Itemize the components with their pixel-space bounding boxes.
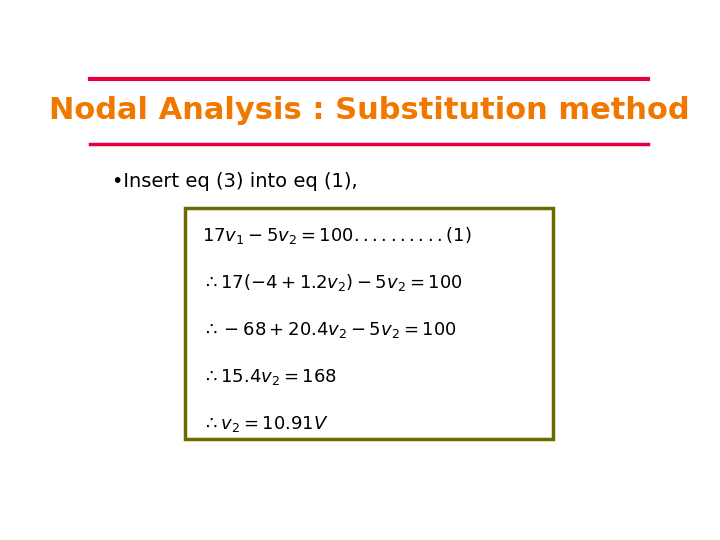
Text: •Insert eq (3) into eq (1),: •Insert eq (3) into eq (1), — [112, 172, 358, 191]
Text: $17v_1 - 5v_2 = 100..........(1)$: $17v_1 - 5v_2 = 100..........(1)$ — [202, 225, 471, 246]
Text: Nodal Analysis : Substitution method: Nodal Analysis : Substitution method — [49, 96, 689, 125]
FancyBboxPatch shape — [185, 208, 553, 439]
Text: $\therefore 17(-4 + 1.2v_2) - 5v_2 = 100$: $\therefore 17(-4 + 1.2v_2) - 5v_2 = 100… — [202, 272, 462, 293]
Text: $\therefore -68 + 20.4v_2 - 5v_2 = 100$: $\therefore -68 + 20.4v_2 - 5v_2 = 100$ — [202, 320, 456, 340]
Text: $\therefore v_2 = 10.91V$: $\therefore v_2 = 10.91V$ — [202, 415, 328, 435]
Text: $\therefore 15.4v_2 = 168$: $\therefore 15.4v_2 = 168$ — [202, 367, 336, 387]
